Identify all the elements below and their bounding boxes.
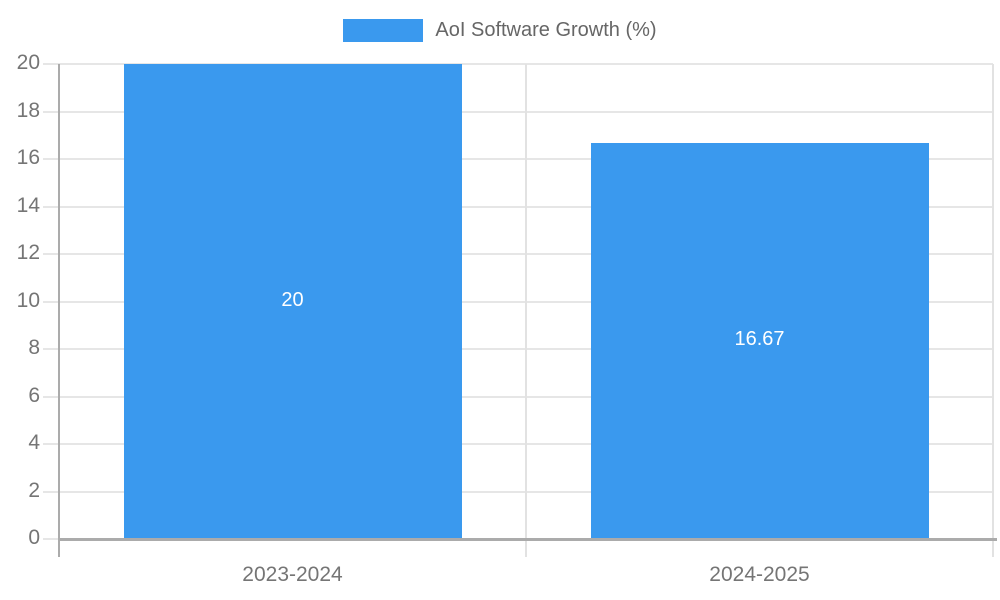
y-axis-tick-label: 10: [16, 288, 40, 312]
y-gridline: [43, 63, 993, 65]
y-axis-tick-label: 16: [16, 146, 40, 169]
y-axis-tick-label: 4: [28, 431, 40, 454]
legend-swatch-icon: [343, 19, 424, 42]
y-gridline: [43, 395, 993, 398]
chart-legend[interactable]: AoI Software Growth (%): [0, 19, 1000, 42]
y-gridline: [43, 443, 993, 445]
bar: [590, 143, 929, 539]
y-axis-tick-label: 2: [28, 478, 40, 502]
x-gridline: [525, 64, 527, 557]
y-axis-tick-label: 18: [16, 98, 40, 122]
y-gridline: [43, 158, 993, 160]
legend-label: AoI Software Growth (%): [435, 19, 657, 41]
bar-value-label: 20: [281, 288, 304, 311]
bar: [123, 64, 462, 539]
x-axis-tick-label: 2024-2025: [709, 563, 810, 586]
x-axis-tick-label: 2023-2024: [242, 563, 343, 586]
y-gridline: [43, 490, 993, 493]
y-gridline: [43, 300, 993, 303]
y-axis-tick-label: 0: [28, 526, 40, 549]
x-gridline: [992, 64, 994, 557]
y-axis-tick-label: 20: [16, 51, 40, 74]
y-axis-tick-label: 12: [16, 241, 40, 264]
y-axis-tick-label: 8: [28, 336, 40, 359]
x-axis-line: [58, 538, 997, 541]
y-gridline: [43, 110, 993, 113]
bar-value-label: 16.67: [734, 328, 785, 351]
y-axis-tick-label: 14: [16, 193, 40, 217]
y-gridline: [43, 348, 993, 350]
y-gridline: [43, 253, 993, 255]
y-axis-tick-label: 6: [28, 383, 40, 407]
y-axis-line: [58, 64, 60, 557]
y-gridline: [43, 205, 993, 208]
